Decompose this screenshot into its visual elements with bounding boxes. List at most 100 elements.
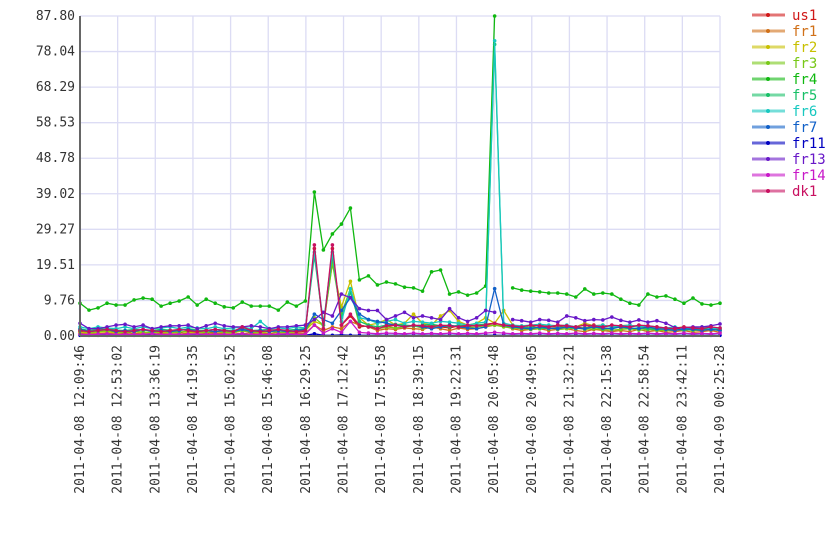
data-point-fr13: [123, 322, 127, 327]
data-point-fr4: [348, 206, 353, 210]
data-point-fr6: [402, 321, 407, 326]
data-point-dk1: [132, 328, 136, 333]
data-point-fr7: [465, 326, 470, 330]
data-point-fr6: [492, 38, 497, 43]
data-point-dk1: [249, 328, 254, 333]
data-point-dk1: [348, 312, 353, 316]
data-point-fr14: [510, 332, 515, 336]
data-point-fr14: [240, 332, 245, 336]
legend-marker: [766, 109, 770, 113]
legend-marker: [766, 93, 770, 97]
legend-label: fr7: [792, 120, 817, 136]
data-point-dk1: [393, 323, 398, 327]
legend-label: fr1: [792, 24, 817, 40]
data-point-fr14: [619, 332, 623, 336]
x-tick-label: 2011-04-08 21:32:21: [562, 345, 577, 494]
data-point-dk1: [610, 323, 614, 327]
data-point-dk1: [582, 323, 587, 327]
series-line-fr2: [79, 262, 721, 334]
data-point-fr13: [357, 306, 362, 311]
series-fr6: [78, 38, 722, 331]
data-point-fr14: [637, 332, 641, 336]
data-point-fr14: [438, 332, 443, 336]
data-point-dk1: [204, 328, 208, 333]
data-point-fr4: [123, 303, 127, 307]
data-point-dk1: [114, 328, 118, 333]
data-point-fr14: [691, 332, 695, 336]
data-point-fr6: [123, 325, 127, 329]
data-point-fr14: [519, 331, 524, 336]
data-point-dk1: [339, 323, 344, 327]
data-point-fr4: [366, 274, 371, 278]
data-point-dk1: [555, 323, 560, 327]
legend-marker: [766, 13, 770, 17]
x-axis-ticks: 2011-04-08 12:09:46 2011-04-08 12:53:02 20…: [73, 345, 728, 494]
data-point-fr6: [393, 317, 398, 322]
data-point-fr13: [276, 325, 281, 329]
data-point-dk1: [438, 323, 443, 327]
legend-label: fr13: [792, 152, 826, 168]
data-point-dk1: [483, 323, 488, 327]
data-point-dk1: [718, 326, 722, 330]
data-point-dk1: [141, 327, 145, 332]
data-point-fr14: [105, 332, 109, 336]
legend-marker: [766, 61, 770, 65]
data-point-dk1: [420, 323, 425, 328]
data-point-dk1: [655, 325, 659, 329]
data-point-fr13: [420, 314, 425, 318]
data-point-fr13: [592, 317, 596, 322]
data-point-fr13: [447, 306, 452, 311]
data-point-fr4: [438, 268, 443, 272]
y-tick-label: 9.76: [44, 293, 75, 308]
data-point-fr4: [132, 298, 136, 302]
data-point-fr4: [637, 303, 641, 307]
data-point-fr14: [592, 331, 596, 336]
data-point-fr4: [249, 304, 254, 308]
data-point-fr13: [321, 310, 326, 315]
data-point-fr13: [222, 323, 227, 328]
data-point-dk1: [592, 323, 596, 328]
legend-marker: [766, 125, 770, 129]
data-point-fr7: [555, 326, 560, 331]
data-point-fr14: [384, 331, 389, 335]
data-point-fr14: [655, 332, 659, 336]
data-point-fr13: [546, 318, 551, 323]
data-point-dk1: [375, 326, 380, 331]
data-point-dk1: [664, 326, 668, 330]
data-point-dk1: [447, 323, 452, 328]
data-point-fr14: [709, 332, 713, 336]
legend-label: fr3: [792, 56, 817, 72]
data-point-fr14: [393, 331, 398, 336]
data-point-fr14: [718, 331, 722, 335]
data-point-fr13: [348, 295, 353, 300]
data-point-fr2: [348, 279, 353, 284]
y-tick-label: 78.04: [36, 45, 75, 60]
data-point-fr4: [510, 286, 515, 290]
data-point-fr13: [294, 323, 299, 328]
data-point-fr13: [628, 320, 632, 324]
legend-item-fr11: fr11: [752, 136, 826, 152]
x-tick-label: 2011-04-08 20:49:05: [525, 345, 540, 494]
data-point-fr14: [601, 332, 605, 336]
x-tick-label: 2011-04-08 20:05:48: [487, 345, 502, 494]
data-point-fr13: [114, 323, 118, 327]
data-point-fr4: [682, 301, 686, 305]
data-point-fr4: [592, 292, 596, 296]
data-point-fr13: [186, 323, 190, 327]
data-point-fr13: [429, 315, 434, 320]
y-tick-label: 87.80: [36, 9, 75, 24]
data-point-fr13: [330, 314, 335, 318]
data-point-fr7: [582, 326, 587, 331]
legend-item-dk1: dk1: [752, 184, 817, 200]
data-point-fr14: [357, 330, 362, 335]
data-point-fr4: [628, 301, 632, 305]
data-point-fr4: [258, 304, 263, 308]
data-point-fr14: [330, 326, 335, 331]
data-point-fr2: [411, 312, 416, 316]
data-point-fr14: [429, 331, 434, 336]
data-point-dk1: [402, 325, 407, 329]
data-point-fr4: [96, 306, 100, 310]
data-point-fr14: [420, 332, 425, 336]
